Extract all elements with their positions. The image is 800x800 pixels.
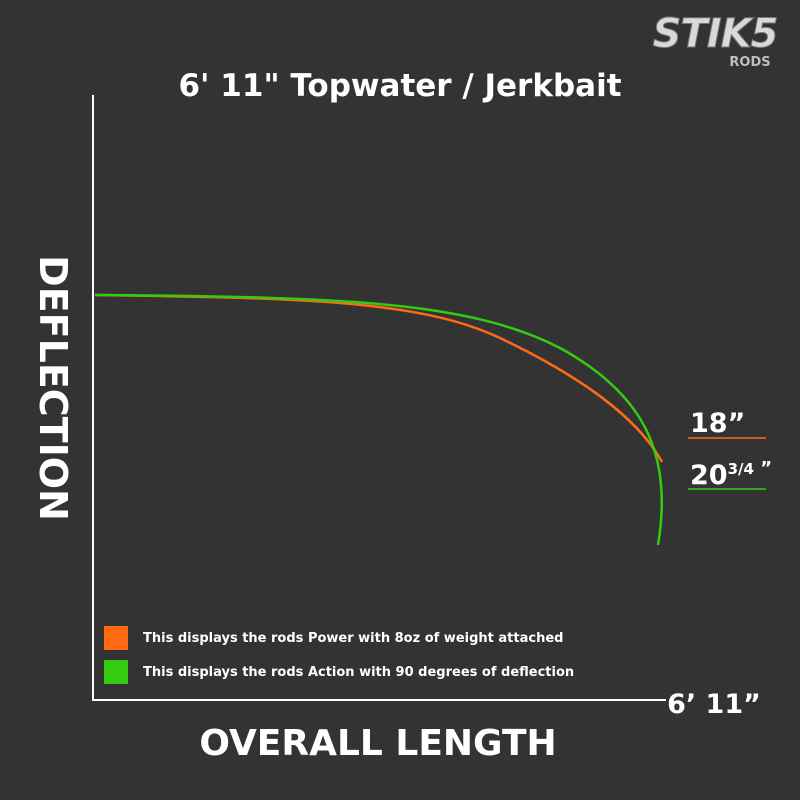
x-end-label: 6’ 11” <box>667 689 761 720</box>
legend-swatch-action <box>104 660 128 684</box>
action-fraction: 3/4 <box>728 460 754 478</box>
action-measurement: 203/4 ” <box>690 458 772 491</box>
logo-name: STIK5 <box>653 11 778 57</box>
logo-sub: RODS <box>729 55 770 70</box>
x-axis-label: OVERALL LENGTH <box>199 723 556 764</box>
action-whole: 20 <box>690 460 728 491</box>
legend-label: This displays the rods Action with 90 de… <box>143 665 574 680</box>
legend-label: This displays the rods Power with 8oz of… <box>143 631 563 646</box>
action-curve <box>94 293 664 546</box>
action-mark: ” <box>754 458 772 479</box>
title: 6' 11" Topwater / Jerkbait <box>178 68 621 104</box>
y-axis-label: DEFLECTION <box>31 255 75 521</box>
legend-swatch-power <box>104 626 128 650</box>
power-measurement: 18” <box>690 408 745 439</box>
